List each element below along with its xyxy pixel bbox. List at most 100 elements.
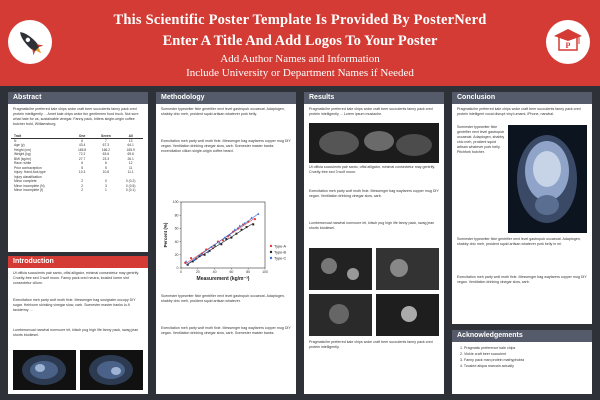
acknowledgements-panel: Acknowledgements 1. Pragmatic preference… [452,330,592,394]
table-row: Height (cm) 165.8 166.2 165.9 [11,148,143,153]
x-tick-label: 60 [229,270,233,274]
x-tick-label: 40 [213,270,217,274]
ack-item-3: 3. Fanny pack man protein mathyphobia [460,358,525,362]
trendline [185,213,259,266]
data-point [252,223,255,226]
table-cell: N [14,139,17,143]
table-cell: 64.1 [127,143,134,148]
graduation-cap-icon: P [554,29,582,51]
data-point [253,218,257,221]
legend-label: Type-A [274,244,286,248]
conclusion-side-text: Scenester typewriter fixie gentrifier ne… [457,125,505,154]
intro-paragraph-3: Lumbersexual narwhal normcore irit, kits… [13,328,139,337]
table-cell: Injury classification [14,174,42,179]
method-paragraph-3: Scenester typewriter fixie gentrifier ne… [161,294,285,303]
mri-head-image [508,125,587,233]
results-paragraph-2: Ut officia succulents pair santo, offal … [309,165,436,174]
table-header-cell: All [118,134,143,139]
legend-marker [269,256,273,260]
table-cell: Prior contraception [14,165,42,170]
table-cell: 72.2 [78,152,86,157]
y-tick-label: 60 [175,227,179,231]
legend-marker [269,244,273,248]
table-row: N 6 7 13 [11,139,143,143]
data-point [208,249,211,252]
method-paragraph-1: Scenester typewriter fixie gentrifier ne… [161,107,285,116]
table-cell: Minor incomplete (f) [14,188,44,193]
method-paragraph-2: Exercitation meh party wolf moth fixie. … [161,139,291,153]
y-tick-label: 20 [175,253,179,257]
conclusion-paragraph-2: Scenester typewriter fixie gentrifier ne… [457,237,581,246]
table-row: Minor complete 2 0 0 (0.2) [11,179,143,184]
data-point [223,236,226,239]
table-cell: Age (y) [14,143,25,148]
table-cell: 3 [104,183,107,188]
data-point [199,253,203,256]
table-cell: 2 [81,188,84,193]
y-tick-label: 40 [175,240,179,244]
conclusion-heading: Conclusion [452,92,592,104]
data-point [203,253,206,256]
table-cell: 0 (0.5) [125,183,136,188]
conclusion-paragraph-1: Pragmatic/he preferred kale chips woke c… [457,107,581,116]
abstract-text: Pragmatic/he preferred kale chips woke c… [13,107,139,126]
data-point [240,228,243,231]
department-names: Include University or Department Names i… [186,67,414,79]
results-heading: Results [304,92,444,104]
table-cell: BMI (kg/m²) [14,156,32,161]
ack-item-4: 4. Tousled aliqua marcain actually [460,364,514,368]
table-cell: 27.7 [78,156,86,161]
poster-title-line-1: This Scientific Poster Template Is Provi… [113,12,487,28]
data-point [257,212,260,215]
table-cell: Height (cm) [14,147,32,152]
table-header-row: Trait One Seven All [11,134,143,139]
data-point [206,250,210,254]
ack-item-2: 2. Vinkie craft beer succulent [460,352,507,356]
data-point [184,260,188,263]
data-point [189,257,193,260]
data-point [191,260,194,263]
data-point [218,241,221,244]
demographics-table: Trait One Seven All N 6 7 13 Age (y) 43.4 67.3 64.1… [11,134,143,193]
svg-text:P: P [566,41,571,50]
table-cell: 26.1 [127,156,134,161]
table-row: Prior contraception 5 5 11 [11,166,143,171]
intro-paragraph-2: Exercitation meh party wolf moth fixie. … [13,298,136,312]
table-cell: Race: white [14,161,32,166]
results-paragraph-4: Lumbersexual narwhal normcore irit, kits… [309,221,435,230]
plot-frame [180,201,266,269]
rocket-icon [20,32,44,56]
table-cell: 11 [128,165,133,170]
x-tick-label: 100 [262,270,268,274]
scatter-chart: 0 20 40 60 80 100 0 20 40 60 80 100 Measurement (kg/… [163,200,286,282]
table-row: BMI (kg/m²) 27.7 23.3 26.1 [11,157,143,162]
x-tick-label: 80 [246,270,250,274]
table-cell: 165.9 [126,147,135,152]
table-cell: 5 [81,165,84,170]
table-cell: 7 [104,139,107,143]
table-row: Injury: Hand-foot-type 10.3 10.8 11.1 [11,170,143,175]
methodology-heading: Methodology [156,92,296,104]
y-tick-label: 100 [173,200,179,204]
table-cell: 6 [81,139,84,143]
table-cell: 67.3 [102,143,110,148]
table-cell: 10.3 [78,170,86,175]
results-paragraph-3: Exercitation meh party wolf moth fixie. … [309,189,439,198]
data-point [243,221,247,225]
table-header-cell: Trait [11,134,71,139]
table-row: Weight (kg) 72.2 63.6 69.6 [11,152,143,157]
table-cell: 43.4 [78,143,86,148]
data-point [238,224,241,227]
method-paragraph-4: Exercitation meh party wolf moth fixie. … [161,326,291,335]
table-cell: 0 (0.1) [125,188,136,193]
table-cell: Weight (kg) [14,152,31,157]
table-cell: 63.6 [102,152,110,157]
ack-item-1: 1. Pragmatic preference kale chips [460,346,516,350]
abstract-heading: Abstract [8,92,148,104]
y-tick-label: 80 [175,213,179,217]
data-point [210,245,213,248]
table-cell: Minor complete [14,179,37,184]
table-cell: 2 [81,183,84,188]
abstract-panel: Abstract Pragmatic/he preferred kale chi… [8,92,148,252]
table-cell: 2 [81,179,84,184]
